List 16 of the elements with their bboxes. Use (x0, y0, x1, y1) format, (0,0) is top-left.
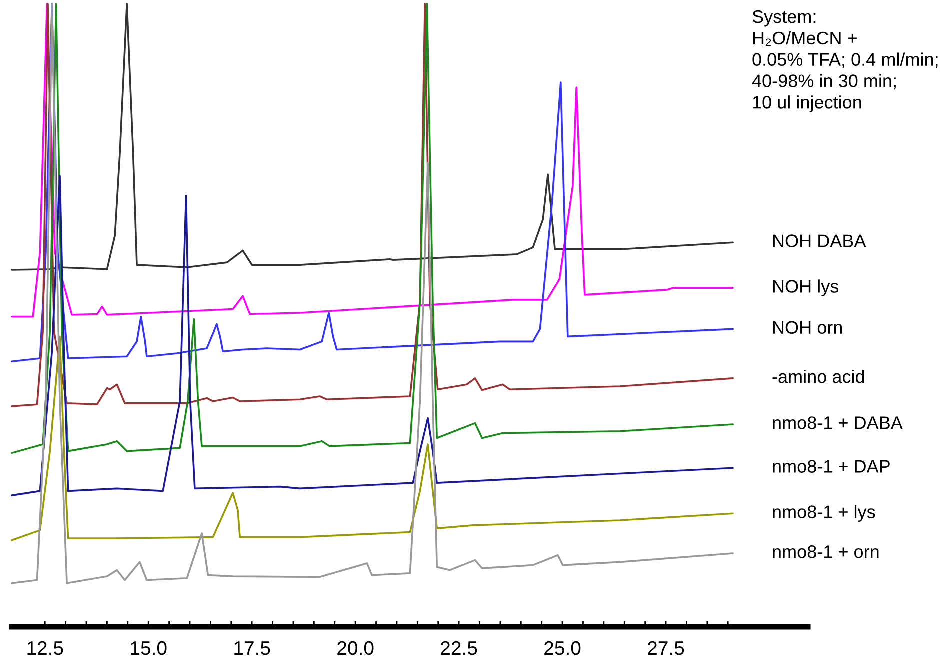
x-tick-label: 15.0 (131, 641, 167, 656)
text: nmo8-1 + DABA (773, 416, 903, 430)
x-tick-label: 27.5 (648, 641, 684, 656)
x-tick-label: 17.5 (234, 642, 270, 656)
text: nmo8-1 + orn (773, 546, 879, 558)
x-tick-label: 22.5 (441, 641, 478, 656)
x-tick-label: 12.5 (28, 641, 64, 656)
x-tick-label: 20.0 (338, 641, 374, 656)
text: -amino acid (772, 370, 864, 384)
text: NOH lys (773, 280, 839, 297)
text: nmo8-1 + DAP (773, 460, 890, 473)
annotation: System: H₂O/MeCN + 0.05% TFA; 0.4 ml/min; 40-98% in 30 min; 10 ul injection (752, 10, 938, 112)
x-tick-label: 25.0 (544, 641, 581, 656)
text: NOH orn (773, 321, 842, 334)
text: NOH DABA (773, 234, 866, 248)
text: nmo8-1 + lys (773, 505, 876, 522)
